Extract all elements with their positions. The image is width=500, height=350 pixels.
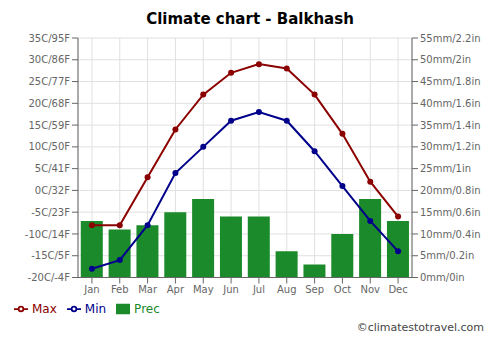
html-text:Prec: Prec <box>134 301 160 316</box>
html-text:Min: Min <box>84 301 107 316</box>
svg-text:55mm/2.2in: 55mm/2.2in <box>420 33 481 44</box>
svg-text:-20C/-4F: -20C/-4F <box>28 272 71 283</box>
svg-text:-10C/14F: -10C/14F <box>25 229 70 240</box>
svg-text:Oct: Oct <box>334 284 351 295</box>
svg-text:May: May <box>193 284 214 295</box>
svg-text:35mm/1.4in: 35mm/1.4in <box>420 120 481 131</box>
svg-text:0C/32F: 0C/32F <box>35 185 70 196</box>
svg-text:0mm/0in: 0mm/0in <box>420 272 465 283</box>
svg-text:Jan: Jan <box>83 284 99 295</box>
html-text:Max: Max <box>32 301 57 316</box>
svg-text:Sep: Sep <box>305 284 324 295</box>
svg-text:30mm/1.2in: 30mm/1.2in <box>420 141 481 152</box>
svg-text:-15C/5F: -15C/5F <box>31 250 70 261</box>
svg-text:Feb: Feb <box>111 284 129 295</box>
svg-text:Apr: Apr <box>167 284 185 295</box>
svg-text:35C/95F: 35C/95F <box>28 33 70 44</box>
svg-text:45mm/1.8in: 45mm/1.8in <box>420 76 481 87</box>
svg-text:Dec: Dec <box>388 284 407 295</box>
svg-text:30C/86F: 30C/86F <box>28 54 70 65</box>
svg-text:15mm/0.6in: 15mm/0.6in <box>420 207 481 218</box>
html-text:Climate chart - Balkhash: Climate chart - Balkhash <box>146 10 354 28</box>
svg-text:15C/59F: 15C/59F <box>28 120 70 131</box>
svg-text:Jul: Jul <box>252 284 265 295</box>
svg-text:-5C/23F: -5C/23F <box>31 207 70 218</box>
svg-text:20mm/0.8in: 20mm/0.8in <box>420 185 481 196</box>
svg-text:50mm/2in: 50mm/2in <box>420 54 471 65</box>
svg-text:5mm/0.2in: 5mm/0.2in <box>420 250 474 261</box>
svg-text:25C/77F: 25C/77F <box>28 76 70 87</box>
html-text:©climatestotravel.com: ©climatestotravel.com <box>356 321 484 334</box>
svg-text:Aug: Aug <box>277 284 297 295</box>
svg-text:Jun: Jun <box>222 284 239 295</box>
svg-text:Mar: Mar <box>138 284 158 295</box>
svg-text:25mm/1in: 25mm/1in <box>420 163 471 174</box>
svg-text:10mm/0.4in: 10mm/0.4in <box>420 229 481 240</box>
svg-text:40mm/1.6in: 40mm/1.6in <box>420 98 481 109</box>
svg-text:Nov: Nov <box>360 284 380 295</box>
svg-text:10C/50F: 10C/50F <box>28 141 70 152</box>
svg-text:20C/68F: 20C/68F <box>28 98 70 109</box>
svg-text:5C/41F: 5C/41F <box>35 163 70 174</box>
